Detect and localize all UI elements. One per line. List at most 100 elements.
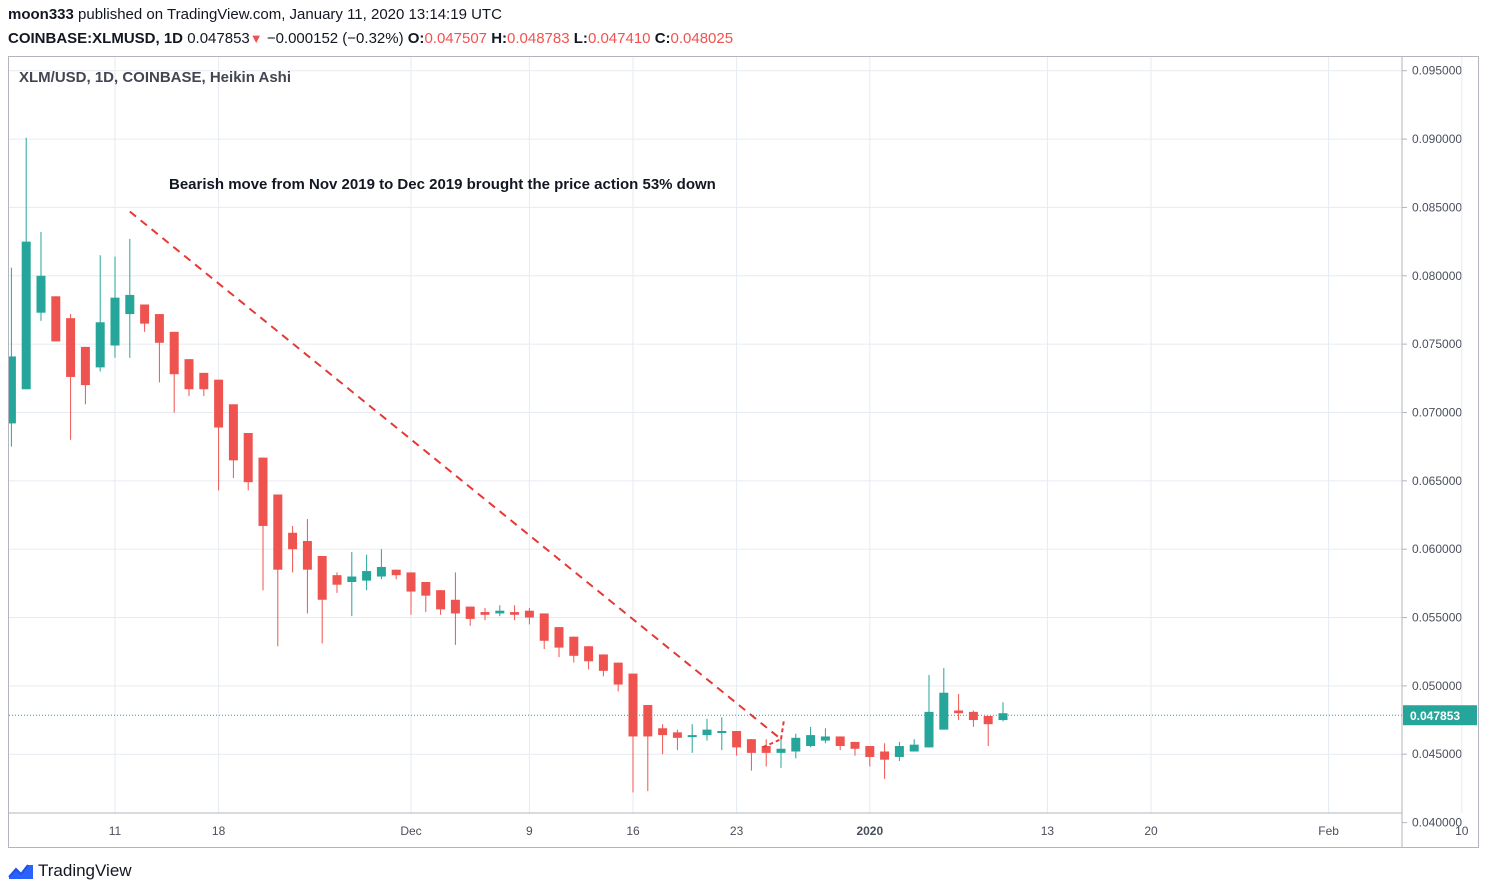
high-value: 0.048783 <box>507 30 570 47</box>
candle-down[interactable] <box>569 636 579 656</box>
x-axis-tick-label: 23 <box>730 824 744 838</box>
candle-down[interactable] <box>273 494 283 570</box>
candle-down[interactable] <box>243 432 253 483</box>
candle-down[interactable] <box>761 746 771 753</box>
candle-down[interactable] <box>480 612 490 615</box>
candle-up[interactable] <box>125 294 135 315</box>
candle-up[interactable] <box>776 748 786 753</box>
trend-line-drawing[interactable] <box>129 210 782 740</box>
candle-down[interactable] <box>954 710 964 714</box>
y-axis-tick-label: 0.050000 <box>1412 679 1462 693</box>
candle-down[interactable] <box>332 575 342 585</box>
candle-down[interactable] <box>228 404 238 461</box>
y-axis-tick-label: 0.090000 <box>1412 132 1462 146</box>
price-change: −0.000152 (−0.32%) <box>266 30 404 47</box>
candle-down[interactable] <box>880 751 890 760</box>
candle-down[interactable] <box>465 606 475 619</box>
x-axis-tick-label: 13 <box>1041 824 1055 838</box>
high-label: H: <box>491 30 508 47</box>
x-axis-tick-label: 10 <box>1455 824 1469 838</box>
candle-down[interactable] <box>199 372 209 390</box>
candle-up[interactable] <box>894 746 904 757</box>
candle-down[interactable] <box>436 590 446 610</box>
candle-up[interactable] <box>362 571 372 581</box>
candle-down[interactable] <box>598 654 608 671</box>
candle-down[interactable] <box>421 581 431 596</box>
candle-down[interactable] <box>554 627 564 648</box>
candle-down[interactable] <box>154 314 164 343</box>
candle-up[interactable] <box>909 744 919 752</box>
candle-up[interactable] <box>495 610 505 614</box>
candle-up[interactable] <box>95 322 105 368</box>
low-value: 0.047410 <box>587 30 651 47</box>
candle-up[interactable] <box>347 576 357 582</box>
candle-down[interactable] <box>450 599 460 614</box>
candle-down[interactable] <box>643 705 653 737</box>
candle-up[interactable] <box>717 730 727 733</box>
candle-down[interactable] <box>613 662 623 685</box>
annotation-text[interactable]: Bearish move from Nov 2019 to Dec 2019 b… <box>169 176 716 193</box>
candle-down[interactable] <box>169 331 179 375</box>
author-name[interactable]: moon333 <box>8 6 74 23</box>
candle-down[interactable] <box>968 711 978 721</box>
candle-down[interactable] <box>258 457 268 526</box>
y-axis-tick-label: 0.055000 <box>1412 611 1462 625</box>
publish-info: moon333 published on TradingView.com, Ja… <box>8 6 502 23</box>
y-axis-tick-label: 0.040000 <box>1412 816 1462 830</box>
open-label: O: <box>407 30 425 47</box>
low-label: L: <box>573 30 588 47</box>
x-axis-tick-label: 20 <box>1144 824 1158 838</box>
last-price: 0.047853 <box>187 30 250 47</box>
candle-down[interactable] <box>80 346 90 386</box>
candle-down[interactable] <box>406 572 416 592</box>
candle-down[interactable] <box>317 556 327 600</box>
y-axis-tick-label: 0.045000 <box>1412 747 1462 761</box>
candle-down[interactable] <box>391 569 401 576</box>
tradingview-wordmark: TradingView <box>38 861 132 880</box>
candle-up[interactable] <box>8 356 16 424</box>
candle-up[interactable] <box>21 241 31 390</box>
candle-down[interactable] <box>214 379 224 428</box>
candle-down[interactable] <box>658 728 668 736</box>
candle-up[interactable] <box>36 275 46 313</box>
candle-up[interactable] <box>820 736 830 741</box>
candle-up[interactable] <box>924 711 934 748</box>
x-axis-tick-label: 11 <box>109 824 122 838</box>
tradingview-logo-icon <box>8 864 33 879</box>
candle-up[interactable] <box>806 735 816 747</box>
chart-title: XLM/USD, 1D, COINBASE, Heikin Ashi <box>19 69 291 86</box>
candle-down[interactable] <box>835 736 845 747</box>
candle-down[interactable] <box>983 715 993 725</box>
candle-down[interactable] <box>865 746 875 757</box>
candle-down[interactable] <box>524 610 534 618</box>
candle-down[interactable] <box>140 304 150 324</box>
candle-down[interactable] <box>184 359 194 390</box>
candle-up[interactable] <box>687 735 697 738</box>
candle-up[interactable] <box>939 692 949 730</box>
candle-down[interactable] <box>732 730 742 748</box>
candle-down[interactable] <box>746 739 756 753</box>
candle-down[interactable] <box>850 741 860 749</box>
candle-down[interactable] <box>66 318 76 377</box>
candle-down[interactable] <box>628 673 638 737</box>
candlestick-chart[interactable]: 0.095000 0.090000 0.085000 0.080000 0.075000… <box>8 56 1479 848</box>
candle-down[interactable] <box>539 613 549 641</box>
y-axis-tick-label: 0.085000 <box>1412 200 1462 214</box>
candle-up[interactable] <box>376 566 386 577</box>
close-label: C: <box>654 30 671 47</box>
candle-up[interactable] <box>791 737 801 752</box>
chart-frame <box>8 56 1479 848</box>
candle-down[interactable] <box>510 612 520 615</box>
candle-up[interactable] <box>110 297 120 346</box>
last-price-badge <box>1403 705 1477 726</box>
footer-brand[interactable]: TradingView <box>8 860 132 882</box>
candle-down[interactable] <box>672 732 682 738</box>
candle-down[interactable] <box>51 296 61 342</box>
trend-line-base <box>762 738 782 749</box>
candle-down[interactable] <box>302 540 312 570</box>
candle-up[interactable] <box>702 729 712 736</box>
candle-up[interactable] <box>998 713 1008 721</box>
candle-down[interactable] <box>584 646 594 662</box>
candle-down[interactable] <box>288 532 298 550</box>
publish-text: published on TradingView.com, January 11… <box>73 6 502 23</box>
